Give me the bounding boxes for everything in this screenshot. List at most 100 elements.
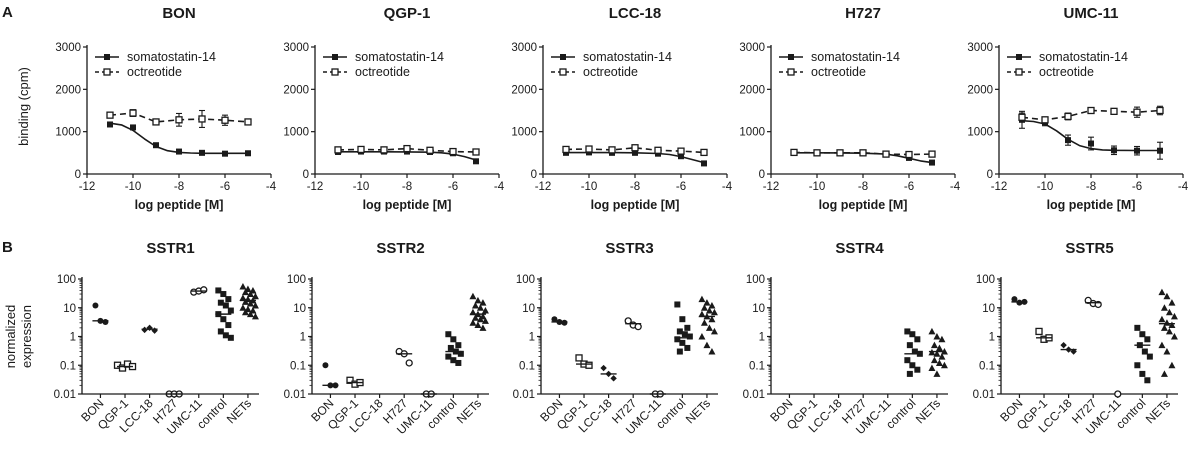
group-LCC-18 [1060, 341, 1077, 355]
data-point [930, 341, 938, 349]
data-point [654, 146, 662, 154]
data-point [198, 115, 206, 123]
data-point [239, 294, 247, 301]
y-tick-label: 100 [287, 274, 306, 286]
data-point [1141, 348, 1148, 355]
y-tick-label: 1000 [967, 127, 993, 139]
x-tick-label: -12 [535, 181, 552, 193]
group-H727 [1084, 296, 1102, 309]
data-point [1087, 106, 1095, 115]
series-line [1021, 119, 1160, 152]
x-tick-label: -12 [307, 181, 324, 193]
data-point [479, 299, 487, 306]
data-point [469, 319, 477, 326]
data-point [906, 370, 913, 377]
x-axis-label: log peptide [M] [363, 198, 452, 212]
group-UMC-11 [649, 390, 666, 398]
x-tick-label: -12 [991, 181, 1008, 193]
y-tick-label: 3000 [739, 42, 765, 54]
legend-label: somatostatin-14 [583, 50, 672, 64]
data-point [445, 353, 452, 360]
y-tick-label: 3000 [55, 42, 81, 54]
scatter-chart-sstr3: SSTR30.010.1110100BONQGP-1LCC-18H727UMC-… [513, 240, 718, 437]
data-point [1114, 390, 1122, 398]
legend-label: somatostatin-14 [811, 50, 900, 64]
data-point [246, 300, 254, 307]
series-octreotide: octreotide [95, 65, 252, 128]
data-point [698, 295, 706, 303]
x-tick-label: -6 [904, 181, 914, 193]
chart-title: SSTR5 [1065, 240, 1113, 257]
data-point [710, 327, 718, 335]
legend-marker [331, 68, 339, 76]
data-point [935, 359, 943, 366]
panel-label-a: A [2, 4, 13, 21]
data-point [476, 315, 484, 323]
data-point [405, 359, 413, 367]
group-UMC-11 [1114, 390, 1122, 398]
y-tick-label: 0 [75, 169, 81, 181]
data-point [225, 296, 232, 303]
data-point [199, 149, 205, 156]
data-point [632, 149, 638, 156]
data-point [836, 149, 844, 157]
data-point [1016, 299, 1023, 306]
data-point [1110, 107, 1118, 115]
data-point [249, 286, 257, 294]
data-point [708, 301, 716, 309]
data-point [1170, 333, 1178, 340]
data-point [700, 319, 708, 326]
data-point [608, 146, 616, 154]
group-LCC-18 [141, 324, 158, 334]
data-point [698, 310, 706, 318]
data-point [1035, 327, 1043, 336]
series-octreotide: octreotide [323, 65, 480, 156]
data-point [175, 116, 183, 124]
data-point [455, 359, 462, 366]
data-point [217, 299, 224, 306]
y-tick-label: 1000 [511, 127, 537, 139]
legend-label: somatostatin-14 [1039, 50, 1128, 64]
data-point [1158, 341, 1166, 349]
scatter-chart-sstr5: SSTR50.010.1110100BONQGP-1LCC-18H727UMC-… [973, 240, 1178, 437]
panel-label-b: B [2, 239, 13, 256]
data-point [928, 364, 936, 372]
data-point [674, 336, 681, 343]
data-point [859, 149, 867, 157]
data-point [561, 319, 568, 326]
data-point [200, 286, 208, 294]
data-point [933, 370, 941, 377]
data-point [909, 362, 916, 369]
data-point [153, 142, 159, 149]
data-point [1134, 324, 1141, 331]
y-tick-label: 10 [293, 303, 306, 315]
data-point [472, 148, 480, 156]
legend-marker [559, 68, 567, 76]
data-point [911, 348, 918, 355]
y-tick-label: 1000 [55, 127, 81, 139]
x-tick-label: -10 [809, 181, 826, 193]
y-tick-label: 100 [746, 274, 765, 286]
group-H727 [395, 347, 413, 367]
x-tick-label: -10 [1037, 181, 1054, 193]
data-point [928, 150, 936, 158]
data-point [790, 148, 798, 157]
data-point [239, 304, 247, 311]
data-point [933, 350, 941, 357]
data-point [118, 364, 127, 372]
x-tick-label: -10 [353, 181, 370, 193]
data-point [1011, 296, 1018, 303]
legend-label: octreotide [1039, 65, 1094, 79]
group-control [445, 331, 464, 366]
data-point [244, 118, 252, 126]
data-point [585, 145, 593, 153]
y-tick-label: 10 [982, 303, 995, 315]
data-point [684, 324, 691, 331]
data-point [930, 356, 938, 364]
data-point [141, 326, 148, 334]
y-tick-label: 2000 [739, 84, 765, 96]
series-somatostatin-14: somatostatin-14 [95, 50, 251, 157]
series-line [109, 122, 248, 155]
data-point [130, 124, 136, 131]
data-point [904, 357, 911, 364]
